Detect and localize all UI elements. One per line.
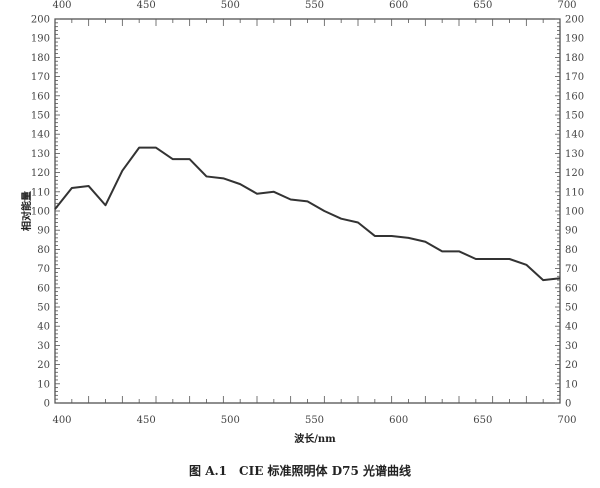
y-tick-label-left: 0	[44, 399, 50, 410]
chart: 0 0 10 10 20 20 30 30 40 40 50 50 60 60 70 70 80 80 90 90 10…	[20, 0, 584, 445]
y-tick-label-right: 20	[565, 360, 578, 371]
x-tick-label-top: 450	[137, 0, 156, 11]
y-tick-label-right: 120	[565, 168, 584, 179]
x-tick-label-top: 700	[557, 0, 576, 11]
y-tick-label-right: 180	[565, 53, 584, 64]
y-tick-label-right: 150	[565, 111, 584, 122]
x-tick-label-bottom: 700	[557, 415, 576, 426]
y-tick-label-right: 0	[565, 399, 571, 410]
y-tick-label-right: 160	[565, 91, 584, 102]
y-tick-label-right: 80	[565, 245, 578, 256]
y-tick-label-right: 140	[565, 130, 584, 141]
y-tick-label-right: 70	[565, 264, 578, 275]
y-tick-label-right: 170	[565, 72, 584, 83]
y-tick-label-right: 200	[565, 15, 584, 26]
y-tick-label-left: 130	[31, 149, 50, 160]
y-tick-label-left: 90	[37, 226, 50, 237]
x-axis-label: 波长/nm	[294, 432, 336, 445]
y-axis-label: 相对能量	[20, 191, 33, 231]
y-tick-label-left: 170	[31, 72, 50, 83]
y-tick-label-left: 20	[37, 360, 50, 371]
y-tick-label-left: 30	[37, 341, 50, 352]
y-tick-label-left: 200	[31, 15, 50, 26]
y-tick-label-left: 70	[37, 264, 50, 275]
y-tick-label-right: 110	[565, 187, 584, 198]
x-tick-label-top: 400	[52, 0, 71, 11]
y-tick-label-left: 190	[31, 34, 50, 45]
y-tick-label-right: 10	[565, 379, 578, 390]
y-tick-label-left: 150	[31, 111, 50, 122]
y-tick-label-right: 30	[565, 341, 578, 352]
y-tick-label-left: 50	[37, 303, 50, 314]
y-tick-label-left: 110	[31, 187, 50, 198]
x-tick-label-top: 550	[305, 0, 324, 11]
y-tick-label-right: 60	[565, 283, 578, 294]
y-tick-label-right: 100	[565, 207, 584, 218]
y-tick-label-left: 120	[31, 168, 50, 179]
spectral-curve	[54, 146, 561, 282]
y-tick-label-left: 160	[31, 91, 50, 102]
x-tick-label-bottom: 550	[305, 415, 324, 426]
x-tick-label-bottom: 600	[389, 415, 408, 426]
x-tick-label-top: 600	[389, 0, 408, 11]
x-tick-label-bottom: 650	[473, 415, 492, 426]
y-tick-label-left: 10	[37, 379, 50, 390]
x-tick-label-bottom: 500	[221, 415, 240, 426]
y-tick-label-left: 80	[37, 245, 50, 256]
y-tick-label-right: 50	[565, 303, 578, 314]
x-tick-label-bottom: 400	[52, 415, 71, 426]
y-tick-label-left: 180	[31, 53, 50, 64]
y-tick-label-left: 60	[37, 283, 50, 294]
y-tick-label-right: 90	[565, 226, 578, 237]
x-tick-label-top: 500	[221, 0, 240, 11]
y-tick-label-right: 190	[565, 34, 584, 45]
y-tick-label-left: 40	[37, 322, 50, 333]
chart-caption: 图 A.1 CIE 标准照明体 D75 光谱曲线	[189, 464, 411, 478]
x-tick-label-top: 650	[473, 0, 492, 11]
y-tick-label-left: 140	[31, 130, 50, 141]
x-tick-label-bottom: 450	[137, 415, 156, 426]
y-tick-label-right: 40	[565, 322, 578, 333]
y-tick-label-left: 100	[31, 207, 50, 218]
y-tick-label-right: 130	[565, 149, 584, 160]
plot-frame	[54, 18, 561, 404]
